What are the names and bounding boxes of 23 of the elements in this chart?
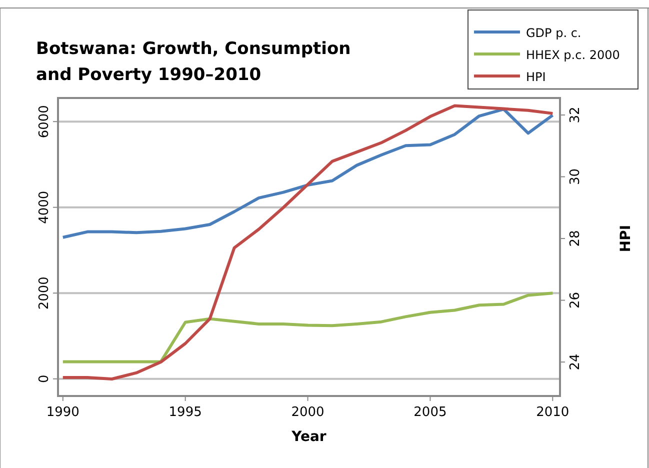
- chart-title: Botswana: Growth, Consumption and Poverty 1990–2010: [36, 39, 351, 85]
- y2-axis-title: HPI: [618, 224, 634, 252]
- line-series: [61, 292, 554, 364]
- y2-tick-label: 26: [568, 292, 583, 309]
- legend-label: HPI: [526, 70, 546, 84]
- y2-tick-label: 32: [568, 106, 583, 124]
- x-tick-label: 2010: [536, 405, 570, 420]
- y-tick-label: 2000: [37, 276, 52, 310]
- y2-tick-label: 28: [568, 230, 583, 247]
- y-tick-label: 6000: [37, 105, 52, 138]
- y-tick-label: 4000: [37, 190, 52, 224]
- y2-tick-label: 30: [568, 168, 583, 186]
- x-axis-title: Year: [290, 429, 326, 445]
- y2-tick-label: 24: [568, 354, 583, 370]
- legend-label: HHEX p.c. 2000: [526, 48, 620, 62]
- x-tick-label: 2005: [414, 405, 447, 420]
- x-tick-label: 1995: [168, 405, 202, 420]
- legend-label: GDP p. c.: [526, 26, 582, 40]
- x-tick-label: 1990: [46, 405, 80, 420]
- x-tick-label: 2000: [291, 405, 324, 420]
- line-series: [61, 108, 554, 239]
- y-tick-label: 0: [37, 374, 52, 383]
- line-series: [61, 104, 554, 381]
